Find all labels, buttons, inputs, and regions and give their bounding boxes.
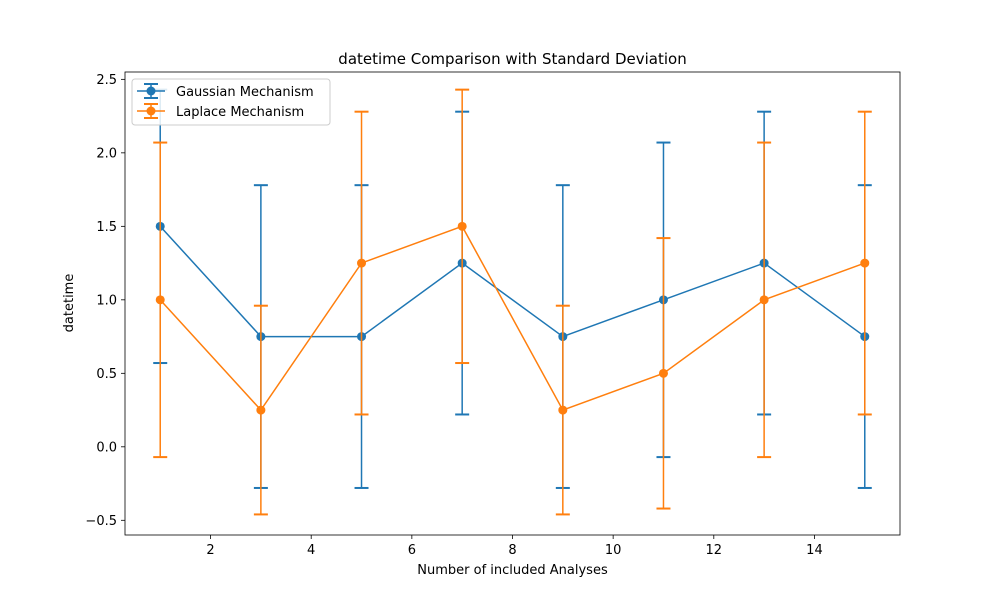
series-line [159, 225, 866, 338]
x-tick-label: 10 [605, 543, 622, 558]
y-tick-label: 1.5 [96, 220, 117, 235]
y-tick-label: 2.0 [96, 146, 117, 161]
x-tick-label: 4 [307, 543, 315, 558]
x-tick-label: 6 [408, 543, 416, 558]
y-tick-label: 2.5 [96, 73, 117, 88]
data-point [759, 295, 769, 305]
y-tick-label: 0.0 [96, 440, 117, 455]
data-point [155, 295, 165, 305]
y-tick-label: 0.5 [96, 367, 117, 382]
plot-frame [124, 71, 901, 536]
series-line [159, 225, 866, 412]
y-tick-label: −0.5 [85, 514, 117, 529]
data-point [558, 405, 568, 415]
x-tick-label: 12 [706, 543, 723, 558]
data-point [860, 258, 870, 268]
legend-label: Gaussian Mechanism [176, 85, 314, 100]
data-point [457, 221, 467, 231]
x-tick-label: 2 [206, 543, 214, 558]
axes: 2 4 6 8 10 12 14 −0.5 0.0 0.5 1.0 1.5 2.0 2.5 [85, 71, 901, 558]
y-tick-label: 1.0 [96, 293, 117, 308]
x-tick-label: 14 [806, 543, 823, 558]
data-point [658, 368, 668, 378]
data-point [256, 405, 266, 415]
legend-marker [146, 86, 156, 96]
legend: Gaussian Mechanism Laplace Mechanism [131, 78, 331, 126]
legend-label: Laplace Mechanism [176, 105, 304, 120]
data-point [357, 258, 367, 268]
x-tick-label: 8 [508, 543, 516, 558]
series-2 [153, 88, 872, 516]
chart-title: datetime Comparison with Standard Deviat… [338, 50, 686, 68]
legend-box [131, 78, 331, 126]
y-axis-label: datetime [62, 274, 77, 333]
x-axis-label: Number of included Analyses [417, 563, 608, 578]
plot-area [153, 88, 872, 516]
legend-marker [146, 106, 156, 116]
